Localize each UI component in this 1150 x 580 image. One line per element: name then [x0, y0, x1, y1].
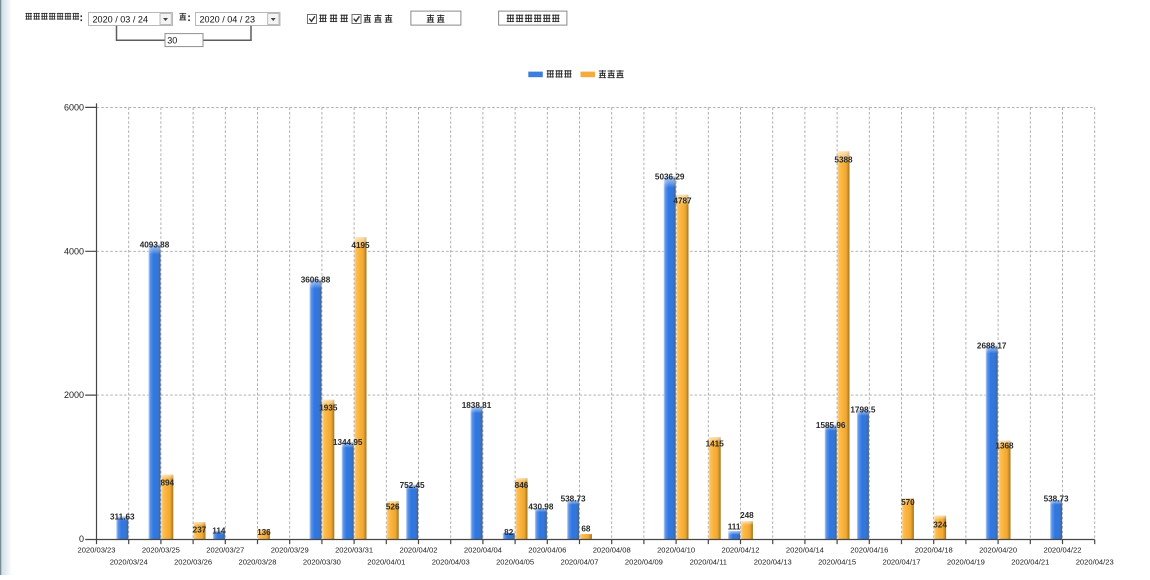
- svg-text:2020/04/02: 2020/04/02: [399, 546, 437, 555]
- svg-text:2020/03/23: 2020/03/23: [77, 546, 115, 555]
- svg-text:114: 114: [212, 527, 226, 536]
- svg-text:2020/04/14: 2020/04/14: [786, 546, 824, 555]
- svg-text:2688.17: 2688.17: [977, 342, 1007, 351]
- svg-text:2020/03/28: 2020/03/28: [238, 557, 276, 566]
- svg-text:752.45: 752.45: [400, 481, 425, 490]
- svg-text:1838.81: 1838.81: [462, 401, 492, 410]
- svg-text:2020/04/19: 2020/04/19: [947, 557, 985, 566]
- svg-text:430.98: 430.98: [528, 502, 553, 511]
- svg-text:2020/04/21: 2020/04/21: [1011, 557, 1049, 566]
- svg-text:82: 82: [504, 528, 514, 537]
- svg-text:570: 570: [901, 498, 915, 507]
- svg-text:2020/04/15: 2020/04/15: [818, 557, 856, 566]
- svg-text:2020/04/07: 2020/04/07: [560, 557, 598, 566]
- svg-text:2020/04/04: 2020/04/04: [464, 546, 502, 555]
- svg-text:4787: 4787: [673, 197, 692, 206]
- svg-text:2020/04/13: 2020/04/13: [754, 557, 792, 566]
- svg-text:237: 237: [193, 525, 207, 534]
- svg-text:538.73: 538.73: [561, 494, 586, 503]
- svg-text:2020/04/10: 2020/04/10: [657, 546, 695, 555]
- svg-text:30: 30: [167, 35, 177, 45]
- svg-text:3606.88: 3606.88: [301, 275, 331, 284]
- svg-text:2020/04/11: 2020/04/11: [690, 557, 727, 566]
- svg-text:1798.5: 1798.5: [850, 406, 875, 415]
- svg-text:2020/04/08: 2020/04/08: [593, 546, 631, 555]
- svg-text:2020/03/30: 2020/03/30: [303, 557, 341, 566]
- svg-text:311.63: 311.63: [110, 513, 135, 522]
- svg-text:6000: 6000: [64, 103, 84, 113]
- svg-text:1415: 1415: [706, 440, 725, 449]
- svg-text:1585.96: 1585.96: [816, 421, 846, 430]
- svg-text:4195: 4195: [351, 241, 370, 250]
- svg-text:2020/03/31: 2020/03/31: [335, 546, 373, 555]
- svg-text:846: 846: [515, 481, 529, 490]
- svg-text:2020/04/22: 2020/04/22: [1043, 546, 1081, 555]
- svg-text:2020/03/24: 2020/03/24: [110, 557, 148, 566]
- svg-text:526: 526: [386, 503, 400, 512]
- svg-text:4093.88: 4093.88: [140, 240, 170, 249]
- svg-text:2020/04/17: 2020/04/17: [882, 557, 920, 566]
- svg-text:324: 324: [933, 521, 947, 530]
- svg-text:2020/03/25: 2020/03/25: [142, 546, 180, 555]
- svg-text:538.73: 538.73: [1044, 494, 1069, 503]
- svg-text:2020/03/27: 2020/03/27: [206, 546, 244, 555]
- svg-text:2000: 2000: [64, 390, 84, 400]
- svg-text:4000: 4000: [64, 246, 84, 256]
- svg-text:2020/04/09: 2020/04/09: [625, 557, 663, 566]
- svg-text:5036.29: 5036.29: [655, 173, 685, 182]
- svg-text:2020/04/16: 2020/04/16: [850, 546, 888, 555]
- svg-text:1368: 1368: [995, 442, 1014, 451]
- svg-text:2020 / 04 / 23: 2020 / 04 / 23: [200, 14, 256, 24]
- svg-text:2020/04/18: 2020/04/18: [915, 546, 953, 555]
- svg-text:2020/04/03: 2020/04/03: [432, 557, 470, 566]
- svg-text:68: 68: [581, 525, 591, 534]
- svg-text:894: 894: [160, 479, 174, 488]
- svg-text:248: 248: [740, 511, 754, 520]
- svg-text:2020/04/23: 2020/04/23: [1076, 557, 1114, 566]
- svg-text:2020/03/26: 2020/03/26: [174, 557, 212, 566]
- svg-text:5388: 5388: [834, 155, 853, 164]
- svg-text:2020/04/06: 2020/04/06: [528, 546, 566, 555]
- svg-text:2020 / 03 / 24: 2020 / 03 / 24: [93, 14, 149, 24]
- svg-text:0: 0: [79, 534, 84, 544]
- svg-text:2020/04/01: 2020/04/01: [367, 557, 405, 566]
- svg-text:2020/04/20: 2020/04/20: [979, 546, 1017, 555]
- svg-text:136: 136: [257, 528, 271, 537]
- svg-text:1935: 1935: [319, 404, 338, 413]
- svg-text:2020/04/12: 2020/04/12: [721, 546, 759, 555]
- svg-text:2020/03/29: 2020/03/29: [271, 546, 309, 555]
- svg-text:1344.95: 1344.95: [333, 438, 363, 447]
- svg-text:2020/04/05: 2020/04/05: [496, 557, 534, 566]
- svg-text:111: 111: [728, 523, 741, 532]
